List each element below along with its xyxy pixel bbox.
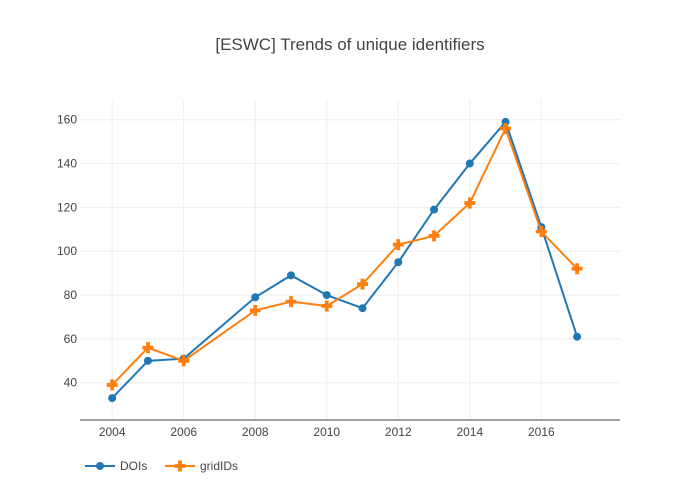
legend-label: DOIs xyxy=(120,459,147,473)
grid xyxy=(80,100,620,420)
legend-marker xyxy=(174,460,186,472)
dois-point xyxy=(286,271,295,280)
legend-marker xyxy=(96,462,104,470)
gridids-point xyxy=(535,226,547,238)
gridids-point xyxy=(357,278,369,290)
y-tick-label: 40 xyxy=(64,376,78,390)
gridids-point xyxy=(428,230,440,242)
dois-point xyxy=(573,332,582,341)
x-tick-label: 2008 xyxy=(242,425,269,439)
gridids-point xyxy=(571,263,583,275)
x-axis-ticks: 2004 2006 2008 2010 2012 2014 2016 xyxy=(99,425,555,439)
gridids-point xyxy=(178,355,190,367)
x-tick-label: 2010 xyxy=(313,425,340,439)
legend-item-dois[interactable]: DOIs xyxy=(85,459,147,473)
x-tick-label: 2012 xyxy=(385,425,412,439)
gridids-point xyxy=(142,342,154,354)
gridids-point xyxy=(249,304,261,316)
x-tick-label: 2004 xyxy=(99,425,126,439)
y-tick-label: 120 xyxy=(57,200,77,214)
y-axis-ticks: 40 60 80 100 120 140 160 xyxy=(57,113,77,390)
dois-point xyxy=(430,205,439,214)
y-tick-label: 60 xyxy=(64,332,78,346)
y-tick-label: 100 xyxy=(57,244,77,258)
dois-point xyxy=(322,291,331,300)
y-tick-label: 80 xyxy=(64,288,78,302)
gridids-point xyxy=(392,239,404,251)
gridids-point xyxy=(285,296,297,308)
dois-point xyxy=(465,159,474,168)
dois-point xyxy=(358,304,367,313)
dois-point xyxy=(501,117,510,126)
chart-title: [ESWC] Trends of unique identifiers xyxy=(215,35,484,54)
gridids-point xyxy=(464,197,476,209)
dois-point xyxy=(143,356,152,365)
gridids-point xyxy=(500,122,512,134)
legend-label: gridIDs xyxy=(200,459,238,473)
series-layer xyxy=(106,117,583,403)
legend-item-gridids[interactable]: gridIDs xyxy=(165,459,238,473)
dois-point xyxy=(394,258,403,267)
legend[interactable]: DOIs gridIDs xyxy=(85,459,238,473)
gridids-point xyxy=(106,379,118,391)
gridids-line xyxy=(111,125,578,386)
y-tick-label: 160 xyxy=(57,113,77,127)
x-tick-label: 2016 xyxy=(528,425,555,439)
y-tick-label: 140 xyxy=(57,157,77,171)
gridids-point xyxy=(321,300,333,312)
dois-point xyxy=(251,293,260,302)
x-tick-label: 2014 xyxy=(456,425,483,439)
x-tick-label: 2006 xyxy=(170,425,197,439)
dois-point xyxy=(108,394,117,403)
series-gridids xyxy=(106,122,583,391)
